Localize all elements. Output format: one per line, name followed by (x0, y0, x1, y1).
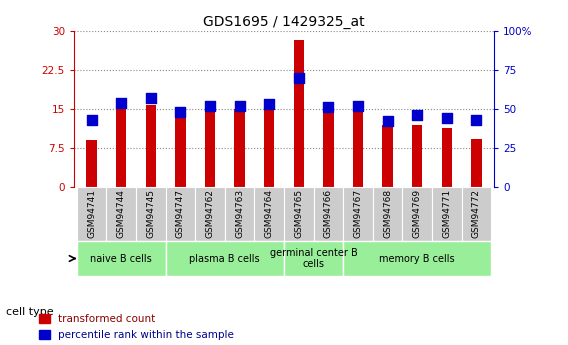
Bar (145, 105, 156, 187)
FancyBboxPatch shape (284, 187, 314, 241)
Text: GSM94744: GSM94744 (116, 189, 126, 238)
Bar (205, 109, 215, 187)
FancyBboxPatch shape (77, 241, 166, 276)
Point (472, 117, 481, 122)
Bar (412, 125, 423, 187)
Point (116, 100, 126, 105)
FancyBboxPatch shape (136, 187, 166, 241)
Point (87, 117, 96, 122)
Bar (353, 112, 363, 187)
FancyBboxPatch shape (284, 241, 343, 276)
Point (442, 115, 452, 121)
FancyBboxPatch shape (195, 187, 225, 241)
Point (413, 112, 422, 118)
Text: GSM94763: GSM94763 (235, 189, 244, 238)
FancyBboxPatch shape (106, 187, 136, 241)
Point (324, 105, 333, 110)
Text: germinal center B
cells: germinal center B cells (270, 248, 357, 269)
Point (176, 109, 185, 115)
Text: GSM94762: GSM94762 (206, 189, 215, 238)
Bar (323, 109, 333, 187)
FancyBboxPatch shape (254, 187, 284, 241)
Point (383, 118, 392, 124)
Text: GSM94747: GSM94747 (176, 189, 185, 238)
Bar (235, 109, 245, 187)
Point (146, 95, 155, 101)
Point (206, 103, 215, 108)
Legend: transformed count, percentile rank within the sample: transformed count, percentile rank withi… (39, 314, 234, 340)
FancyBboxPatch shape (166, 241, 284, 276)
Title: GDS1695 / 1429325_at: GDS1695 / 1429325_at (203, 14, 365, 29)
FancyBboxPatch shape (402, 187, 432, 241)
FancyBboxPatch shape (343, 187, 373, 241)
Bar (116, 108, 127, 187)
Text: GSM94741: GSM94741 (87, 189, 96, 238)
Text: GSM94768: GSM94768 (383, 189, 392, 238)
Text: plasma B cells: plasma B cells (190, 254, 260, 264)
Text: GSM94772: GSM94772 (472, 189, 481, 238)
Text: cell type: cell type (6, 307, 53, 317)
FancyBboxPatch shape (462, 187, 491, 241)
Point (353, 103, 362, 108)
Text: GSM94766: GSM94766 (324, 189, 333, 238)
Bar (86, 140, 97, 187)
Bar (294, 40, 304, 187)
FancyBboxPatch shape (77, 187, 106, 241)
FancyBboxPatch shape (225, 187, 254, 241)
Point (235, 103, 244, 108)
Bar (175, 118, 186, 187)
FancyBboxPatch shape (166, 187, 195, 241)
Text: memory B cells: memory B cells (379, 254, 455, 264)
FancyBboxPatch shape (343, 241, 491, 276)
Text: naive B cells: naive B cells (90, 254, 152, 264)
FancyBboxPatch shape (373, 187, 402, 241)
Bar (382, 125, 393, 187)
Text: GSM94745: GSM94745 (147, 189, 155, 238)
Bar (442, 128, 452, 187)
FancyBboxPatch shape (432, 187, 462, 241)
Point (265, 101, 274, 107)
Text: GSM94771: GSM94771 (442, 189, 452, 238)
FancyBboxPatch shape (314, 187, 343, 241)
Text: GSM94764: GSM94764 (265, 189, 274, 238)
Text: GSM94769: GSM94769 (413, 189, 421, 238)
Bar (264, 108, 274, 187)
Bar (471, 139, 482, 187)
Point (294, 75, 303, 80)
Text: GSM94765: GSM94765 (294, 189, 303, 238)
Text: GSM94767: GSM94767 (353, 189, 362, 238)
